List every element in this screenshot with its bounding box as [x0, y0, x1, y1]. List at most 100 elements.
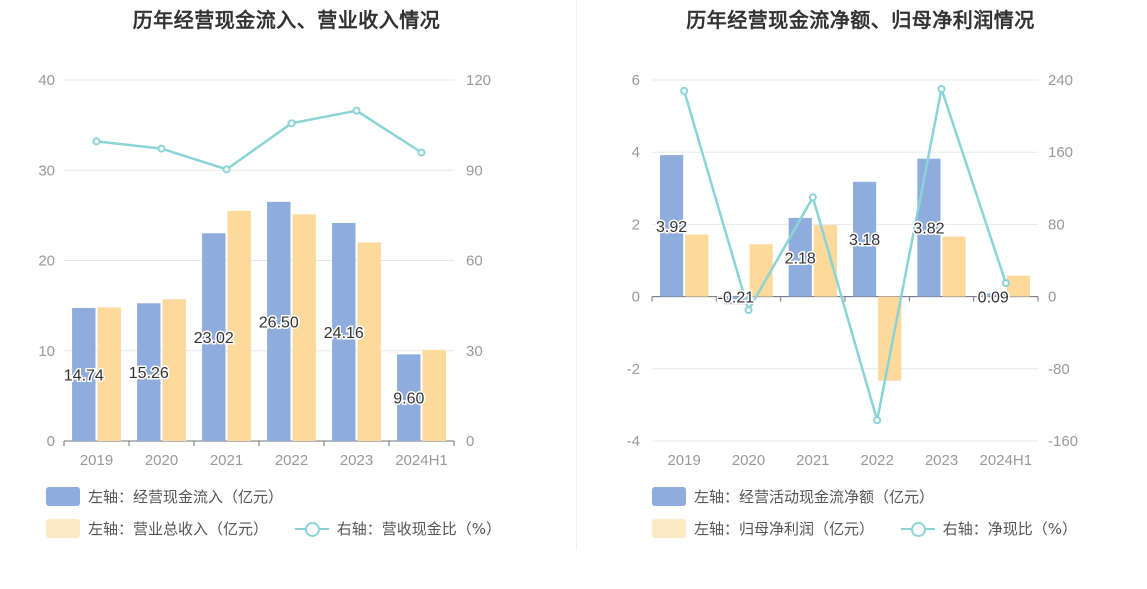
legend-item-net-cash-ratio[interactable]: 右轴：净现比（%）: [900, 518, 1078, 539]
bar-orange: [813, 225, 837, 297]
y-left-tick-label: 0: [632, 289, 640, 306]
legend-row-1: 左轴：经营活动现金流净额（亿元）: [652, 486, 956, 510]
bar-blue: [788, 217, 812, 297]
legend-label: 左轴：经营现金流入（亿元）: [88, 488, 284, 506]
legend-row-1: 左轴：经营现金流入（亿元）: [46, 486, 305, 510]
y-right-tick-label: 0: [1048, 289, 1056, 306]
ratio-point: [873, 416, 882, 425]
chart-title: 历年经营现金流净额、归母净利润情况: [686, 8, 1035, 32]
legend-item-net-profit[interactable]: 左轴：归母净利润（亿元）: [652, 518, 874, 539]
bar-blue: [724, 296, 748, 305]
bar-blue: [917, 158, 941, 297]
bar-blue: [332, 222, 356, 441]
bar-blue: [981, 293, 1005, 297]
data-label: 2.18: [785, 250, 816, 267]
data-label: 23.02: [194, 330, 234, 347]
y-left-tick-label: 30: [38, 162, 55, 179]
bar-orange: [422, 349, 446, 441]
legend-line-icon: [294, 519, 329, 538]
bar-orange: [162, 299, 186, 441]
ratio-line: [682, 84, 1008, 421]
x-tick-label: 2020: [732, 452, 765, 469]
y-right-tick-label: -80: [1048, 361, 1070, 378]
legend-swatch-orange: [46, 519, 80, 538]
data-label: -0.21: [718, 290, 755, 307]
bar-blue: [660, 155, 684, 297]
bar-blue: [202, 233, 226, 441]
data-label: 0.09: [978, 290, 1009, 307]
ratio-point: [352, 106, 361, 115]
y-right-tick-label: 90: [466, 162, 483, 179]
x-tick-label: 2024H1: [980, 452, 1033, 469]
chart-plot-right: -4 -160 -2 -80 0 0 2 80 4 160 6 240 2019 2020 2021 2022…: [627, 72, 1078, 469]
y-left-tick-label: -4: [627, 433, 640, 450]
y-left-tick-label: 10: [38, 343, 55, 360]
chart-title: 历年经营现金流入、营业收入情况: [132, 8, 441, 32]
y-left-tick-label: -2: [627, 361, 640, 378]
y-right-tick-label: 30: [466, 343, 483, 360]
legend-label: 右轴：净现比（%）: [942, 520, 1078, 538]
bar-orange: [97, 307, 121, 441]
ratio-point: [92, 137, 101, 146]
legend-item-cash-ratio[interactable]: 右轴：营收现金比（%）: [294, 518, 502, 539]
x-tick-label: 2021: [796, 452, 829, 469]
chart-panel-right: 历年经营现金流净额、归母净利润情况 -4 -160 -2 -80 0 0 2 80 4 160 6 2…: [574, 0, 1147, 560]
y-left-tick-label: 40: [38, 72, 55, 89]
x-tick-label: 2019: [667, 452, 700, 469]
legend-item-cash-inflow[interactable]: 左轴：经营现金流入（亿元）: [46, 486, 283, 507]
legend-label: 右轴：营收现金比（%）: [336, 520, 502, 538]
data-label: 9.60: [393, 391, 424, 408]
data-label: 3.92: [656, 219, 687, 236]
legend-row-2: 左轴：归母净利润（亿元） 右轴：净现比（%）: [652, 518, 1099, 542]
legend-row-2: 左轴：营业总收入（亿元） 右轴：营收现金比（%）: [46, 518, 523, 542]
y-left-tick-label: 20: [38, 253, 55, 270]
x-tick-label: 2022: [860, 452, 893, 469]
ratio-point: [680, 86, 689, 95]
bar-blue: [397, 354, 421, 441]
ratio-point: [937, 85, 946, 94]
ratio-line: [96, 109, 423, 171]
bar-orange: [1006, 275, 1030, 297]
legend-label: 左轴：经营活动现金流净额（亿元）: [694, 488, 935, 506]
legend-label: 左轴：归母净利润（亿元）: [694, 520, 875, 538]
bar-orange: [357, 242, 381, 441]
legend-swatch-blue: [46, 487, 80, 506]
y-left-tick-label: 2: [632, 216, 640, 233]
bar-orange: [749, 244, 773, 297]
legend-item-net-cash-flow[interactable]: 左轴：经营活动现金流净额（亿元）: [652, 486, 934, 507]
bar-orange: [685, 234, 709, 297]
ratio-point: [1001, 279, 1010, 288]
x-tick-label: 2020: [145, 452, 178, 469]
ratio-point: [808, 193, 817, 202]
legend-label: 左轴：营业总收入（亿元）: [88, 520, 269, 538]
legend-item-revenue[interactable]: 左轴：营业总收入（亿元）: [46, 518, 268, 539]
x-tick-label: 2023: [340, 452, 373, 469]
y-right-tick-label: 60: [466, 253, 483, 270]
x-tick-label: 2021: [210, 452, 243, 469]
y-left-tick-label: 0: [47, 433, 55, 450]
y-right-tick-label: 120: [466, 72, 491, 89]
x-tick-label: 2023: [925, 452, 958, 469]
bar-orange: [878, 296, 902, 381]
data-label: 14.74: [64, 367, 104, 384]
ratio-point: [157, 144, 166, 153]
y-left-tick-label: 4: [632, 144, 640, 161]
legend-swatch-blue: [652, 487, 686, 506]
y-right-tick-label: 240: [1048, 72, 1073, 89]
x-tick-label: 2024H1: [395, 452, 448, 469]
y-left-tick-label: 6: [632, 72, 640, 89]
x-tick-label: 2019: [80, 452, 113, 469]
data-label: 15.26: [129, 365, 169, 382]
x-tick-label: 2022: [275, 452, 308, 469]
legend-swatch-orange: [652, 519, 686, 538]
y-right-tick-label: 0: [466, 433, 474, 450]
chart-panel-left: 历年经营现金流入、营业收入情况 0 0 10 30 20 60 30 90 40 120 2019 2…: [0, 0, 573, 560]
ratio-point: [417, 148, 426, 157]
bar-blue: [72, 307, 96, 441]
data-label: 26.50: [259, 314, 299, 331]
bar-orange: [227, 210, 251, 441]
ratio-point: [222, 165, 231, 174]
bar-orange: [292, 214, 316, 441]
chart-plot-left: 0 0 10 30 20 60 30 90 40 120 2019 2020 2021 2022 2023 2…: [38, 72, 491, 469]
y-right-tick-label: -160: [1048, 433, 1078, 450]
